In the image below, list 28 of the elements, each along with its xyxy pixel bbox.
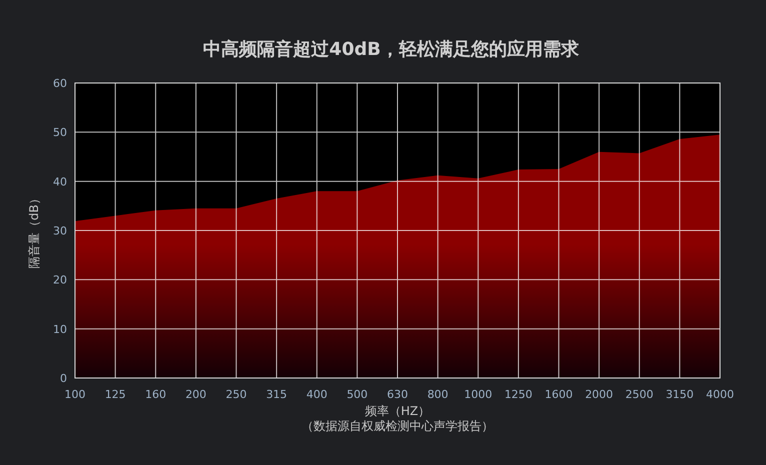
y-tick-label: 50	[53, 126, 67, 140]
x-tick-label: 630	[387, 388, 408, 401]
y-tick-label: 60	[53, 77, 67, 90]
x-tick-label: 1250	[504, 388, 532, 401]
chart-title: 中高频隔音超过40dB，轻松满足您的应用需求	[203, 39, 580, 60]
x-tick-label: 500	[346, 388, 368, 401]
x-tick-label: 2500	[625, 388, 654, 401]
y-axis-title: 隔音量（dB）	[27, 192, 41, 268]
x-tick-label: 1600	[544, 388, 573, 401]
x-tick-label: 800	[427, 388, 448, 401]
x-tick-label: 4000	[706, 388, 734, 401]
y-tick-label: 0	[60, 372, 67, 385]
y-tick-label: 30	[53, 224, 67, 238]
x-tick-label: 3150	[666, 388, 694, 401]
x-tick-label: 2000	[585, 388, 614, 401]
x-tick-label: 125	[104, 388, 126, 401]
x-tick-label: 100	[64, 388, 86, 401]
x-axis-title: 频率（HZ）	[364, 404, 430, 418]
x-tick-label: 400	[306, 388, 328, 401]
x-tick-label: 250	[226, 388, 247, 401]
text: （数据源自权威检测中心声学报告）	[302, 419, 494, 433]
x-tick-label: 315	[266, 388, 288, 401]
x-tick-label: 160	[145, 388, 166, 401]
x-tick-label: 1000	[464, 388, 492, 401]
y-tick-label: 10	[53, 322, 67, 336]
y-tick-label: 40	[53, 175, 67, 188]
y-tick-label: 20	[53, 274, 67, 287]
x-tick-label: 200	[185, 388, 206, 401]
